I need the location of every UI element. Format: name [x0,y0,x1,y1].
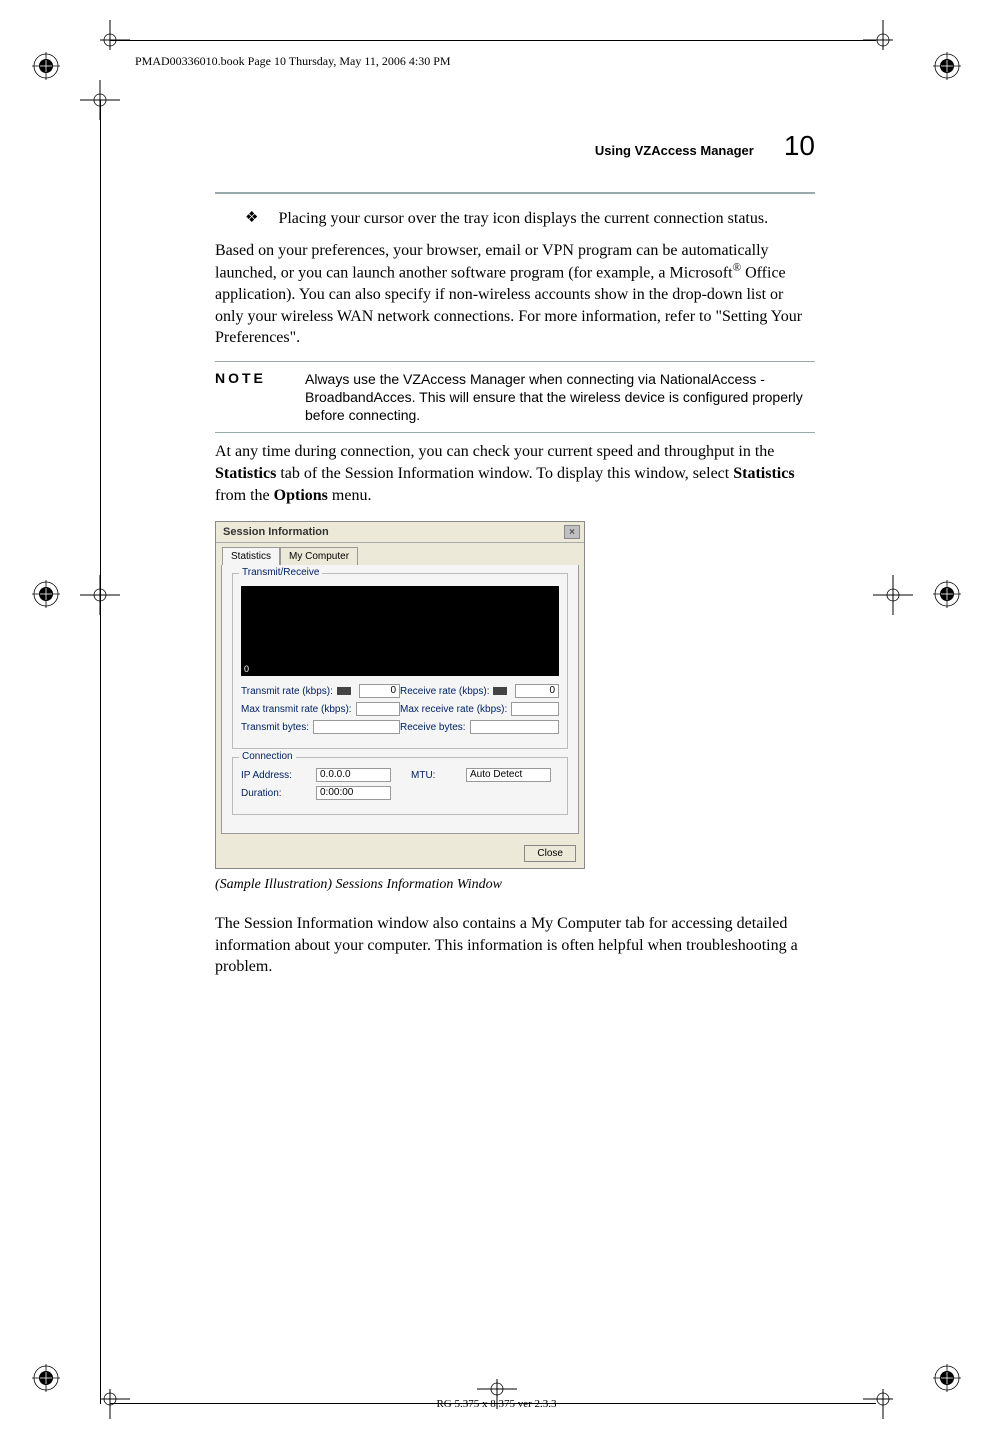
registration-mark-icon [933,52,961,80]
color-swatch-icon [493,687,507,695]
connection-fieldset: Connection IP Address: 0.0.0.0 MTU: Auto… [232,757,568,815]
figure-caption: (Sample Illustration) Sessions Informati… [215,877,815,893]
duration-label: Duration: [241,788,316,799]
transmit-rate-field: 0 [359,684,400,698]
note-label: NOTE [215,370,305,425]
print-header: PMAD00336010.book Page 10 Thursday, May … [135,54,451,69]
bold-text: Statistics [215,465,276,482]
note-text: Always use the VZAccess Manager when con… [305,370,815,425]
close-button[interactable]: Close [524,845,576,862]
registration-mark-icon [32,52,60,80]
max-transmit-field [356,702,400,716]
bullet-text: Placing your cursor over the tray icon d… [278,208,768,230]
mtu-label: MTU: [411,770,466,781]
bullet-marker-icon: ❖ [245,208,258,230]
page-header: Using VZAccess Manager 10 [215,130,815,162]
dialog-footer: Close [216,839,584,868]
body-paragraph: The Session Information window also cont… [215,913,815,978]
page-border [110,40,876,41]
ip-address-field: 0.0.0.0 [316,768,391,782]
para-text: tab of the Session Information window. T… [276,465,733,482]
dialog-titlebar: Session Information × [216,522,584,543]
registration-mark-icon [32,1364,60,1392]
note-block: NOTE Always use the VZAccess Manager whe… [215,370,815,425]
dialog-title: Session Information [223,526,329,538]
max-receive-label: Max receive rate (kbps): [400,704,507,715]
registration-mark-icon [933,580,961,608]
body-paragraph: At any time during connection, you can c… [215,441,815,506]
divider [215,361,815,362]
crop-mark-icon [863,1379,903,1424]
para-text: Based on your preferences, your browser,… [215,242,769,282]
content-area: Using VZAccess Manager 10 ❖ Placing your… [215,130,815,990]
dialog-body: Transmit/Receive 0 Transmit rate (kbps):… [221,565,579,834]
fieldset-legend: Connection [239,751,296,762]
para-text: from the [215,487,274,504]
header-title: Using VZAccess Manager [595,143,754,158]
session-info-dialog: Session Information × Statistics My Comp… [215,521,585,869]
crop-mark-icon [90,20,130,65]
graph-axis-label: 0 [244,664,249,674]
stats-row: Transmit rate (kbps): 0 Receive rate (kb… [241,684,559,698]
stats-row: Max transmit rate (kbps): Max receive ra… [241,702,559,716]
page-number: 10 [784,130,815,162]
duration-field: 0:00:00 [316,786,391,800]
receive-bytes-field [470,720,559,734]
stats-row: Transmit bytes: Receive bytes: [241,720,559,734]
color-swatch-icon [337,687,351,695]
registered-symbol: ® [733,262,742,274]
receive-bytes-label: Receive bytes: [400,722,466,733]
mtu-field: Auto Detect [466,768,551,782]
connection-row: IP Address: 0.0.0.0 MTU: Auto Detect [241,768,559,782]
crop-mark-icon [873,575,913,620]
tab-my-computer[interactable]: My Computer [280,547,358,565]
divider [215,432,815,433]
para-text: At any time during connection, you can c… [215,443,774,460]
max-receive-field [511,702,559,716]
crop-mark-icon [863,20,903,65]
transmit-bytes-label: Transmit bytes: [241,722,309,733]
body-paragraph: Based on your preferences, your browser,… [215,240,815,349]
transmit-bytes-field [313,720,400,734]
receive-rate-field: 0 [515,684,559,698]
bullet-item: ❖ Placing your cursor over the tray icon… [215,208,815,230]
transmit-receive-fieldset: Transmit/Receive 0 Transmit rate (kbps):… [232,573,568,749]
max-transmit-label: Max transmit rate (kbps): [241,704,352,715]
registration-mark-icon [32,580,60,608]
tab-statistics[interactable]: Statistics [222,547,280,565]
dialog-tabs: Statistics My Computer [216,543,584,565]
crop-mark-icon [90,1379,130,1424]
ip-address-label: IP Address: [241,770,316,781]
graph-area: 0 [241,586,559,676]
para-text: menu. [328,487,372,504]
close-icon[interactable]: × [564,525,580,539]
divider [215,192,815,194]
bold-text: Options [274,487,328,504]
receive-rate-label: Receive rate (kbps): [400,686,489,697]
connection-row: Duration: 0:00:00 [241,786,559,800]
registration-mark-icon [933,1364,961,1392]
footer-text: RG 5.375 x 8.375 ver 2.3.3 [436,1398,556,1410]
transmit-rate-label: Transmit rate (kbps): [241,686,333,697]
page-border [100,100,101,1404]
bold-text: Statistics [733,465,794,482]
fieldset-legend: Transmit/Receive [239,567,322,578]
